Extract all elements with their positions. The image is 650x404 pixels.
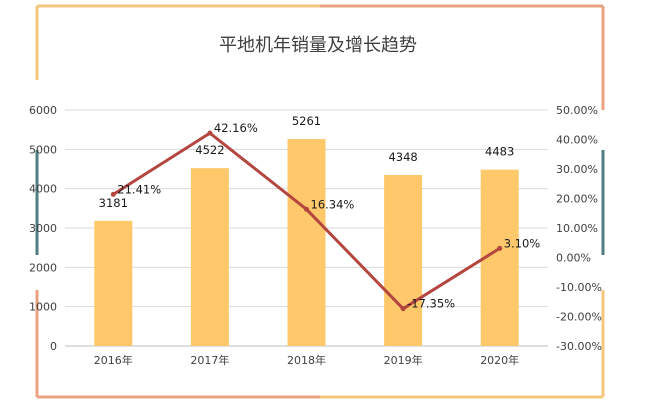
y-right-tick-label: 20.00% bbox=[556, 193, 598, 206]
y-left-tick-label: 4000 bbox=[29, 183, 57, 196]
bar bbox=[94, 220, 133, 346]
y-left-tick-label: 2000 bbox=[29, 261, 57, 274]
line-value-label: -17.35% bbox=[407, 297, 455, 311]
data-labels: 3181 4522 5261 4348 4483 21.41% 42.16% 16.34% -1… bbox=[99, 114, 541, 311]
line-value-label: 42.16% bbox=[214, 121, 258, 135]
line-point bbox=[207, 130, 213, 136]
line-value-label: 3.10% bbox=[504, 236, 541, 250]
y-left-tick-label: 5000 bbox=[29, 143, 57, 156]
x-tick-label: 2016年 bbox=[94, 353, 133, 367]
bar bbox=[190, 168, 229, 346]
bar-series bbox=[94, 139, 519, 346]
bar bbox=[384, 174, 423, 346]
y-right-tick-label: 30.00% bbox=[556, 163, 598, 176]
line-point bbox=[304, 206, 309, 212]
y-right-tick-label: -30.00% bbox=[556, 340, 602, 353]
chart-title: 平地机年销量及增长趋势 bbox=[219, 35, 417, 56]
y-right-tick-label: -10.00% bbox=[556, 281, 602, 294]
bar-value-label: 4483 bbox=[485, 145, 514, 159]
bar bbox=[287, 139, 326, 346]
y-right-tick-label: 40.00% bbox=[556, 134, 598, 147]
bar-value-label: 4522 bbox=[195, 143, 224, 157]
bar-value-label: 3181 bbox=[99, 196, 128, 210]
bar-value-label: 5261 bbox=[292, 114, 321, 128]
decorative-frame bbox=[35, 4, 605, 399]
line-point bbox=[400, 306, 406, 312]
growth-line-series bbox=[110, 130, 503, 312]
line-point bbox=[110, 191, 116, 197]
bar-value-label: 4348 bbox=[388, 150, 417, 164]
y-left-tick-label: 6000 bbox=[29, 104, 57, 117]
line-value-label: 16.34% bbox=[311, 197, 355, 211]
y-right-tick-label: 0.00% bbox=[556, 252, 591, 265]
x-tick-label: 2020年 bbox=[480, 353, 519, 367]
x-axis: 2016年 2017年 2018年 2019年 2020年 bbox=[94, 353, 519, 367]
line-point bbox=[497, 245, 503, 251]
y-right-tick-label: 50.00% bbox=[556, 104, 598, 117]
y-right-tick-label: 10.00% bbox=[556, 222, 598, 235]
y-axis-left: 0 1000 2000 3000 4000 5000 6000 bbox=[29, 104, 57, 353]
y-left-tick-label: 0 bbox=[50, 340, 57, 353]
y-left-tick-label: 1000 bbox=[29, 301, 57, 314]
y-left-tick-label: 3000 bbox=[29, 222, 57, 235]
line-value-label: 21.41% bbox=[117, 182, 161, 196]
y-right-tick-label: -20.00% bbox=[556, 311, 602, 324]
x-tick-label: 2018年 bbox=[287, 353, 326, 367]
y-axis-right: -30.00% -20.00% -10.00% 0.00% 10.00% 20.00% 30… bbox=[556, 104, 602, 353]
x-tick-label: 2019年 bbox=[384, 353, 423, 367]
x-tick-label: 2017年 bbox=[190, 353, 229, 367]
